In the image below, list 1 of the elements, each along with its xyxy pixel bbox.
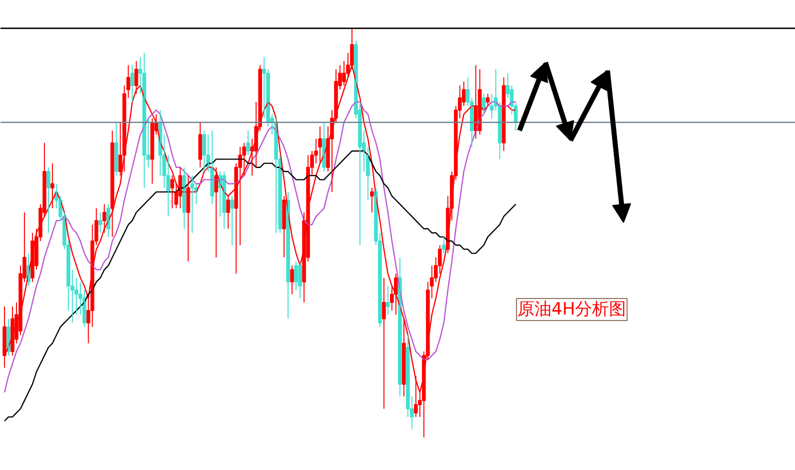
annotation: 原油4H分析图 <box>518 300 626 320</box>
